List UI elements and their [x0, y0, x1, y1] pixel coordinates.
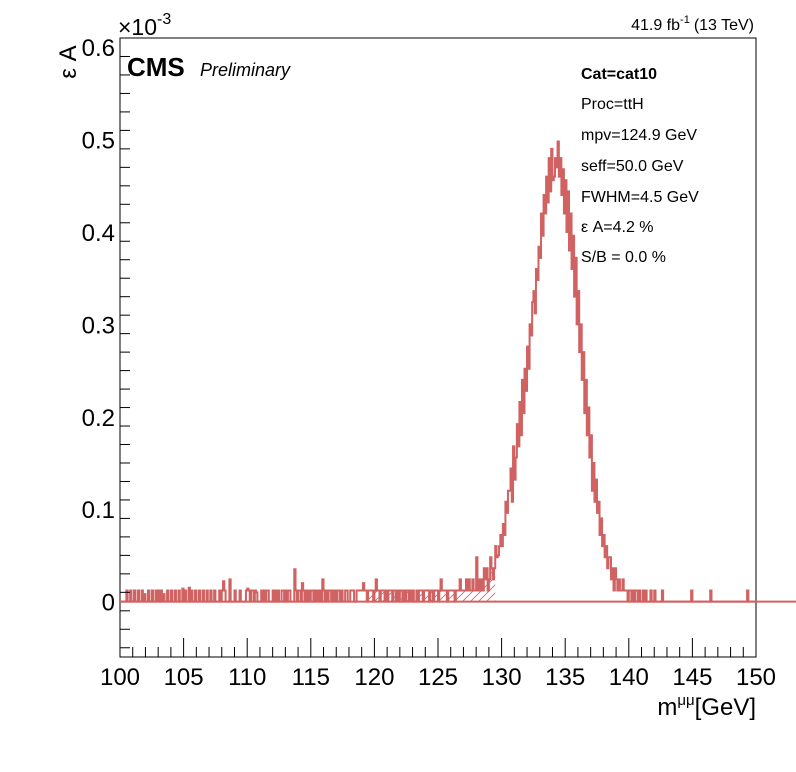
y-tick-label: 0.1 — [82, 497, 115, 524]
x-axis-title: mμμ[GeV] — [657, 692, 756, 721]
y-multiplier: ×10-3 — [118, 11, 171, 40]
y-tick-label: 0.3 — [82, 312, 115, 339]
x-tick-label: 145 — [672, 664, 712, 691]
x-tick-label: 120 — [354, 664, 394, 691]
info-fwhm: FWHM=4.5 GeV — [581, 189, 699, 206]
info-box: Cat=cat10 Proc=ttH mpv=124.9 GeV seff=50… — [581, 66, 699, 266]
info-eff-acc: ε A=4.2 % — [581, 219, 654, 236]
x-tick-label: 135 — [545, 664, 585, 691]
y-axis: 0 0.1 0.2 0.3 0.4 0.5 0.6 — [82, 35, 130, 649]
x-tick-label: 140 — [609, 664, 649, 691]
x-tick-label: 125 — [418, 664, 458, 691]
preliminary-label: Preliminary — [200, 60, 291, 80]
histogram-series — [120, 140, 796, 603]
info-seff: seff=50.0 GeV — [581, 158, 684, 175]
y-tick-label: 0.2 — [82, 405, 115, 432]
y-tick-label: 0.4 — [82, 220, 115, 247]
x-tick-label: 150 — [736, 664, 776, 691]
y-axis-title: ε A — [55, 45, 82, 78]
info-mpv: mpv=124.9 GeV — [581, 127, 697, 144]
info-process: Proc=ttH — [581, 96, 644, 113]
lumi-label: 41.9 fb-1 (13 TeV) — [631, 14, 754, 34]
y-tick-label: 0.5 — [82, 128, 115, 155]
x-tick-label: 115 — [292, 664, 330, 691]
x-tick-label: 110 — [228, 664, 266, 691]
x-axis: 100 105 110 115 120 125 130 135 140 145 150 — [100, 638, 776, 691]
histogram-line — [120, 140, 796, 603]
info-signal-over-background: S/B = 0.0 % — [581, 249, 666, 266]
info-category: Cat=cat10 — [581, 66, 657, 83]
x-tick-label: 130 — [482, 664, 522, 691]
y-tick-label: 0.6 — [82, 35, 115, 62]
y-tick-label: 0 — [102, 590, 115, 617]
x-tick-label: 105 — [164, 664, 204, 691]
cms-label: CMS — [127, 52, 185, 82]
x-tick-label: 100 — [100, 664, 140, 691]
